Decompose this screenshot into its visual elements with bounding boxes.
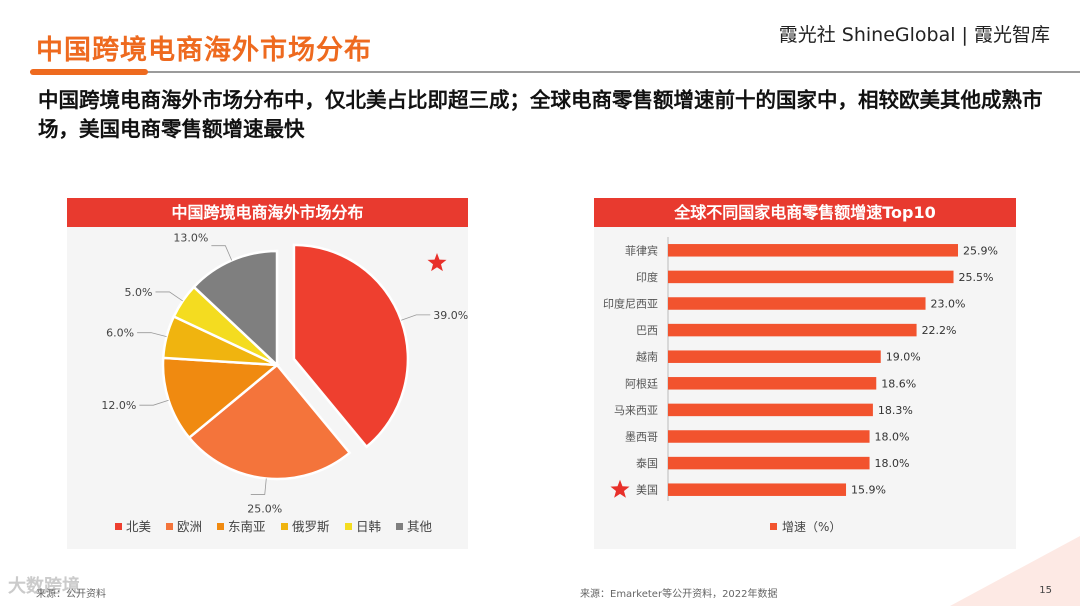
pie-value-label-6: 13.0%	[173, 232, 208, 245]
page-number: 15	[1039, 585, 1052, 596]
page-title: 中国跨境电商海外市场分布	[36, 35, 372, 66]
bar-2	[668, 270, 954, 284]
pie-chart-panel: 中国跨境电商海外市场分布 39.0% 25.0% 12.0% 6.0% 5.0% 13.0…	[67, 198, 468, 549]
pie-slice-1	[292, 243, 410, 449]
title-divider	[30, 71, 1080, 73]
pie-value-label-3: 12.0%	[101, 399, 136, 412]
pie-leader-line-4	[137, 332, 167, 338]
bar-category-label-9: 泰国	[636, 456, 658, 470]
bar-category-label-6: 阿根廷	[625, 376, 658, 390]
bar-value-label-4: 22.2%	[922, 324, 957, 337]
corner-decoration	[950, 536, 1080, 606]
legend-swatch-4	[281, 523, 288, 530]
bar-value-label-5: 19.0%	[886, 351, 921, 364]
source-note-left: 来源：公开资料	[36, 589, 106, 600]
bar-value-label-9: 18.0%	[875, 457, 910, 470]
bar-value-label-7: 18.3%	[878, 404, 913, 417]
bar-8	[668, 430, 870, 443]
legend-swatch-5	[345, 523, 352, 530]
bar-value-label-3: 23.0%	[931, 298, 966, 311]
bar-1	[668, 244, 958, 257]
pie-value-label-2: 25.0%	[247, 502, 282, 515]
legend-label-1: 北美	[126, 519, 151, 534]
bar-legend-label: 增速（%）	[782, 520, 841, 534]
pie-value-label-4: 6.0%	[106, 327, 134, 340]
bar-3	[668, 297, 926, 310]
legend-swatch-3	[217, 523, 224, 530]
legend-swatch-2	[166, 523, 173, 530]
pie-slice-6	[192, 249, 279, 368]
pie-chart-title: 中国跨境电商海外市场分布	[67, 198, 468, 227]
bar-category-label-2: 印度	[636, 270, 658, 284]
bar-chart-panel: 全球不同国家电商零售额增速Top10 菲律宾 25.9% 印度 25.5% 印度尼西亚 2…	[594, 198, 1016, 549]
pie-value-label-5: 5.0%	[125, 286, 153, 299]
legend-swatch-1	[115, 523, 122, 530]
source-note-right: 来源：Emarketer等公开资料，2022年数据	[580, 589, 778, 600]
bar-category-label-8: 墨西哥	[625, 431, 658, 444]
bar-5	[668, 350, 881, 363]
bar-10	[668, 483, 847, 496]
legend-label-6: 其他	[407, 519, 433, 534]
legend-label-5: 日韩	[356, 519, 381, 534]
bar-legend-swatch	[770, 523, 777, 530]
pie-leader-line-2	[250, 478, 267, 495]
star-icon	[427, 253, 447, 272]
pie-leader-line-5	[155, 291, 183, 302]
pie-leader-line-6	[211, 245, 233, 261]
pie-slice-2	[187, 363, 352, 481]
bar-category-label-3: 印度尼西亚	[603, 297, 658, 311]
bar-7	[668, 403, 873, 417]
pie-leader-line-3	[139, 399, 169, 406]
bar-category-label-10: 美国	[636, 484, 658, 497]
bar-value-label-2: 25.5%	[959, 271, 994, 284]
bar-9	[668, 456, 870, 470]
bar-value-label-10: 15.9%	[851, 484, 886, 497]
page-subtitle: 中国跨境电商海外市场分布中，仅北美占比即超三成；全球电商零售额增速前十的国家中，…	[38, 88, 1043, 141]
bar-category-label-1: 菲律宾	[625, 243, 658, 257]
brand-logo-text: 霞光社 ShineGlobal | 霞光智库	[778, 24, 1050, 46]
legend-label-4: 俄罗斯	[292, 519, 330, 534]
bar-chart-title: 全球不同国家电商零售额增速Top10	[594, 198, 1016, 227]
watermark: 大数跨境	[8, 576, 80, 597]
bar-6	[668, 377, 877, 390]
bar-category-label-7: 马来西亚	[614, 404, 658, 417]
bar-value-label-6: 18.6%	[881, 377, 916, 390]
legend-label-2: 欧洲	[177, 519, 202, 534]
pie-chart: 39.0% 25.0% 12.0% 6.0% 5.0% 13.0% 北美 欧洲 东南亚 俄罗斯 日韩…	[101, 232, 468, 534]
title-accent-bar	[30, 69, 148, 75]
bar-category-label-5: 越南	[636, 350, 658, 364]
bar-4	[668, 323, 917, 337]
legend-label-3: 东南亚	[228, 519, 266, 534]
bar-category-label-4: 巴西	[636, 324, 658, 337]
bar-chart: 菲律宾 25.9% 印度 25.5% 印度尼西亚 23.0% 巴西 22.2% 越南 19.0% 阿…	[603, 237, 998, 534]
star-icon-us	[610, 479, 630, 498]
bar-value-label-1: 25.9%	[963, 244, 998, 257]
pie-value-label-1: 39.0%	[433, 309, 468, 322]
bar-value-label-8: 18.0%	[875, 431, 910, 444]
pie-leader-line-1	[401, 314, 431, 321]
legend-swatch-6	[396, 523, 403, 530]
